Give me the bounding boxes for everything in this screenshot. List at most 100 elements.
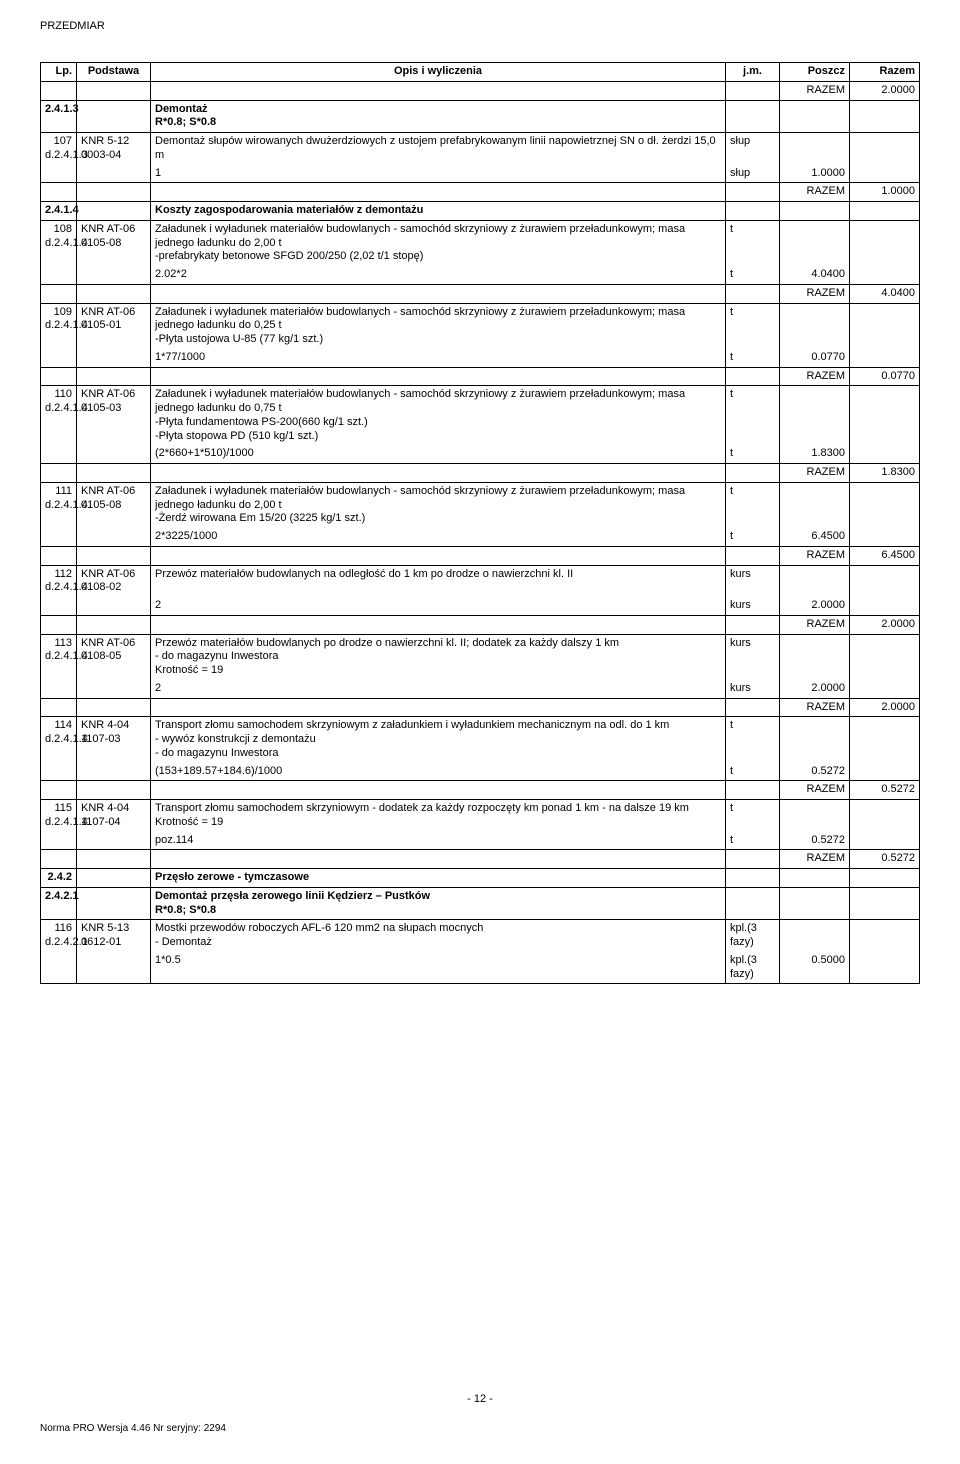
item-opis: Przewóz materiałów budowlanych na odległ… — [151, 565, 726, 597]
calc-row: 1 słup 1.0000 — [41, 165, 920, 183]
calc-row: 2 kurs 2.0000 — [41, 597, 920, 615]
item-lp: 114 — [45, 719, 72, 733]
item-jm: t — [726, 386, 780, 446]
calc: 1 — [151, 165, 726, 183]
page-number: - 12 - — [40, 1393, 920, 1405]
razem-row: RAZEM 2.0000 — [41, 698, 920, 717]
item-opis: Mostki przewodów roboczych AFL-6 120 mm2… — [151, 920, 726, 952]
calc-val: 0.0770 — [780, 349, 850, 367]
razem-value: 1.0000 — [850, 183, 920, 202]
razem-value: 0.5272 — [850, 781, 920, 800]
item-podstawa: KNR AT-06 0108-02 — [77, 565, 151, 597]
razem-value: 1.8300 — [850, 464, 920, 483]
item-opis: Przewóz materiałów budowlanych po drodze… — [151, 634, 726, 680]
section-opis: Przęsło zerowe - tymczasowe — [151, 869, 726, 888]
calc-jm: t — [726, 763, 780, 781]
item-lp: 113 — [45, 637, 72, 651]
razem-label: RAZEM — [780, 615, 850, 634]
item-jm: t — [726, 303, 780, 349]
item-row: 107d.2.4.1.3 KNR 5-12 0003-04 Demontaż s… — [41, 133, 920, 165]
item-jm: t — [726, 482, 780, 528]
item-jm: kpl.(3 fazy) — [726, 920, 780, 952]
item-jm: kurs — [726, 565, 780, 597]
section-opis: Demontaż R*0.8; S*0.8 — [151, 100, 726, 133]
item-lp: 115 — [45, 802, 72, 816]
calc: (153+189.57+184.6)/1000 — [151, 763, 726, 781]
calc: poz.114 — [151, 832, 726, 850]
razem-value: 0.5272 — [850, 850, 920, 869]
calc-row: poz.114 t 0.5272 — [41, 832, 920, 850]
item-jm: kurs — [726, 634, 780, 680]
item-podstawa: KNR AT-06 0108-05 — [77, 634, 151, 680]
item-lp: 109 — [45, 306, 72, 320]
calc-jm: kurs — [726, 597, 780, 615]
hdr-jm: j.m. — [726, 63, 780, 82]
item-jm: słup — [726, 133, 780, 165]
section-row: 2.4.2.1 Demontaż przęsła zerowego linii … — [41, 887, 920, 920]
table-row: RAZEM 2.0000 — [41, 81, 920, 100]
razem-label: RAZEM — [780, 850, 850, 869]
razem-row: RAZEM 6.4500 — [41, 546, 920, 565]
item-lp: 107 — [45, 135, 72, 149]
item-podstawa: KNR AT-06 0105-08 — [77, 482, 151, 528]
item-opis: Transport złomu samochodem skrzyniowym z… — [151, 717, 726, 763]
item-lp: 116 — [45, 922, 72, 936]
item-opis: Załadunek i wyładunek materiałów budowla… — [151, 303, 726, 349]
calc-val: 2.0000 — [780, 597, 850, 615]
calc-val: 1.8300 — [780, 445, 850, 463]
item-podstawa: KNR 4-04 1107-04 — [77, 800, 151, 832]
item-podstawa: KNR AT-06 0105-03 — [77, 386, 151, 446]
hdr-podstawa: Podstawa — [77, 63, 151, 82]
hdr-razem: Razem — [850, 63, 920, 82]
item-podstawa: KNR 5-13 0612-01 — [77, 920, 151, 952]
calc-val: 0.5000 — [780, 952, 850, 984]
razem-label: RAZEM — [780, 464, 850, 483]
item-opis: Transport złomu samochodem skrzyniowym -… — [151, 800, 726, 832]
item-opis: Załadunek i wyładunek materiałów budowla… — [151, 482, 726, 528]
calc-jm: kpl.(3 fazy) — [726, 952, 780, 984]
calc-row: 1*0.5 kpl.(3 fazy) 0.5000 — [41, 952, 920, 984]
section-lp: 2.4.2 — [41, 869, 77, 888]
razem-row: RAZEM 1.8300 — [41, 464, 920, 483]
section-row: 2.4.2 Przęsło zerowe - tymczasowe — [41, 869, 920, 888]
calc-jm: kurs — [726, 680, 780, 698]
przedmiar-table: Lp. Podstawa Opis i wyliczenia j.m. Posz… — [40, 62, 920, 984]
calc-val: 0.5272 — [780, 763, 850, 781]
item-row: 114d.2.4.1.4 KNR 4-04 1107-03 Transport … — [41, 717, 920, 763]
razem-row: RAZEM 0.5272 — [41, 850, 920, 869]
item-row: 110d.2.4.1.4 KNR AT-06 0105-03 Załadunek… — [41, 386, 920, 446]
item-row: 113d.2.4.1.4 KNR AT-06 0108-05 Przewóz m… — [41, 634, 920, 680]
calc-row: 1*77/1000 t 0.0770 — [41, 349, 920, 367]
item-jm: t — [726, 220, 780, 266]
item-row: 116d.2.4.2.1 KNR 5-13 0612-01 Mostki prz… — [41, 920, 920, 952]
header-row: Lp. Podstawa Opis i wyliczenia j.m. Posz… — [41, 63, 920, 82]
section-opis: Demontaż przęsła zerowego linii Kędzierz… — [151, 887, 726, 920]
item-jm: t — [726, 717, 780, 763]
item-row: 111d.2.4.1.4 KNR AT-06 0105-08 Załadunek… — [41, 482, 920, 528]
calc-row: 2.02*2 t 4.0400 — [41, 266, 920, 284]
hdr-lp: Lp. — [41, 63, 77, 82]
doc-title: PRZEDMIAR — [40, 20, 920, 32]
calc: 2.02*2 — [151, 266, 726, 284]
razem-label: RAZEM — [780, 546, 850, 565]
item-podstawa: KNR AT-06 0105-08 — [77, 220, 151, 266]
calc-row: 2*3225/1000 t 6.4500 — [41, 528, 920, 546]
razem-value: 2.0000 — [850, 81, 920, 100]
calc-row: (2*660+1*510)/1000 t 1.8300 — [41, 445, 920, 463]
calc-jm: t — [726, 266, 780, 284]
razem-row: RAZEM 4.0400 — [41, 284, 920, 303]
razem-label: RAZEM — [780, 284, 850, 303]
razem-row: RAZEM 0.0770 — [41, 367, 920, 386]
calc: 2*3225/1000 — [151, 528, 726, 546]
section-row: 2.4.1.3 Demontaż R*0.8; S*0.8 — [41, 100, 920, 133]
item-lp: 111 — [45, 485, 72, 499]
section-lp: 2.4.2.1 — [41, 887, 77, 920]
calc: (2*660+1*510)/1000 — [151, 445, 726, 463]
razem-label: RAZEM — [780, 781, 850, 800]
calc-jm: t — [726, 832, 780, 850]
calc-jm: t — [726, 349, 780, 367]
razem-row: RAZEM 0.5272 — [41, 781, 920, 800]
calc-val: 0.5272 — [780, 832, 850, 850]
item-opis: Załadunek i wyładunek materiałów budowla… — [151, 220, 726, 266]
hdr-poszcz: Poszcz — [780, 63, 850, 82]
